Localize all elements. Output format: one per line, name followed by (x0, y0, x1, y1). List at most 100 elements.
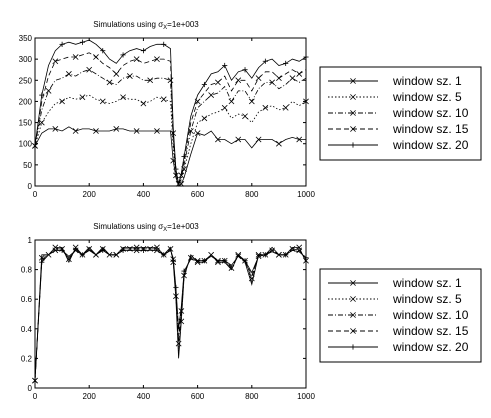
data-point (175, 340, 182, 347)
data-point (235, 77, 242, 84)
x-tick-label: 1000 (297, 190, 315, 199)
legend-item-3: window sz. 10 (328, 106, 469, 120)
legend-label: window sz. 5 (392, 292, 462, 306)
data-point (303, 54, 309, 60)
data-point (59, 98, 65, 105)
legend-item-5: window sz. 20 (328, 340, 469, 354)
y-tick-label: 300 (19, 55, 33, 64)
y-tick-label: 0 (28, 182, 33, 191)
data-point (133, 56, 140, 63)
y-tick-label: 100 (19, 140, 33, 149)
data-point (79, 94, 86, 101)
data-point (262, 252, 268, 258)
y-axis: 0 50 100 150 200 250 300 350 (19, 34, 306, 191)
data-point (133, 128, 140, 134)
data-point (262, 104, 269, 111)
chart-title: Simulations using σX=1e+003 (93, 20, 199, 31)
series-markers-3 (45, 66, 296, 187)
data-point (303, 98, 309, 105)
data-point (173, 284, 179, 290)
x-tick-label: 0 (33, 190, 38, 199)
data-point (181, 268, 187, 274)
data-point (38, 119, 45, 126)
data-point (228, 98, 235, 105)
data-point (194, 130, 201, 137)
y-tick-label: 0.8 (21, 266, 33, 275)
y-tick-label: 200 (19, 97, 33, 106)
y-tick-label: 150 (19, 119, 33, 128)
chart-bottom: Simulations using σX=1e+003 0 200 400 600 80… (21, 222, 316, 401)
x-tick-label: 800 (245, 392, 259, 401)
data-point (255, 136, 262, 143)
legend-box (319, 66, 482, 161)
data-point (242, 67, 248, 73)
data-point (173, 166, 179, 172)
legend-marker (350, 78, 356, 84)
x-tick-label: 600 (191, 190, 205, 199)
data-point (242, 258, 248, 264)
legend-marker (350, 280, 356, 286)
data-point (178, 308, 185, 314)
y-tick-label: 0.4 (21, 325, 33, 334)
x-tick-label: 200 (83, 392, 97, 401)
x-axis: 0 200 400 600 800 1000 (33, 38, 315, 199)
data-point (178, 172, 185, 179)
data-point (303, 257, 309, 264)
legend-item-1: window sz. 1 (328, 74, 462, 88)
legend-box (319, 268, 482, 363)
legend-top: window sz. 1 window sz. 5 window sz. 10 win… (319, 66, 482, 161)
data-point (296, 136, 303, 143)
data-point (39, 259, 45, 265)
data-point (79, 39, 86, 45)
data-point (79, 252, 86, 258)
series-line-4 (34, 52, 307, 186)
y-tick-label: 0.6 (21, 295, 33, 304)
legend-marker (350, 296, 356, 302)
data-point (208, 92, 215, 98)
data-point (167, 245, 174, 252)
chart-top: Simulations using σX=1e+003 0 200 400 600 80… (19, 20, 316, 199)
data-point (100, 247, 106, 253)
data-point (289, 75, 296, 82)
data-point (93, 54, 99, 60)
y-tick-label: 350 (19, 34, 33, 43)
series-markers-5 (39, 39, 309, 172)
data-point (52, 126, 59, 132)
series-markers-2 (38, 94, 309, 179)
data-point (72, 128, 79, 134)
legend-label: window sz. 20 (392, 340, 469, 354)
data-point (52, 58, 59, 65)
legend-marker (350, 126, 356, 132)
data-point (282, 104, 289, 111)
legend-label: window sz. 10 (392, 106, 469, 120)
data-point (222, 62, 228, 69)
legend-marker (350, 344, 356, 350)
data-point (181, 153, 187, 159)
y-tick-label: 50 (23, 161, 32, 170)
data-point (39, 92, 45, 98)
legend-item-1: window sz. 1 (328, 276, 462, 290)
data-point (106, 79, 113, 86)
series-line-2 (34, 94, 307, 185)
y-tick-label: 0 (28, 384, 33, 393)
legend-item-4: window sz. 15 (328, 324, 469, 338)
legend-item-4: window sz. 15 (328, 122, 469, 136)
legend-label: window sz. 10 (392, 308, 469, 322)
data-point (235, 136, 242, 143)
data-point (276, 140, 282, 147)
data-point (140, 100, 147, 107)
data-point (296, 247, 303, 254)
y-tick-label: 250 (19, 76, 33, 85)
x-tick-label: 400 (137, 392, 151, 401)
data-point (255, 75, 262, 82)
data-point (201, 115, 208, 122)
data-point (147, 77, 154, 84)
data-point (215, 136, 221, 143)
legend-marker (350, 110, 356, 116)
legend-marker (350, 94, 356, 100)
data-point (262, 58, 268, 64)
legend-label: window sz. 1 (392, 276, 462, 290)
legend-label: window sz. 15 (392, 122, 469, 136)
data-point (99, 98, 106, 105)
